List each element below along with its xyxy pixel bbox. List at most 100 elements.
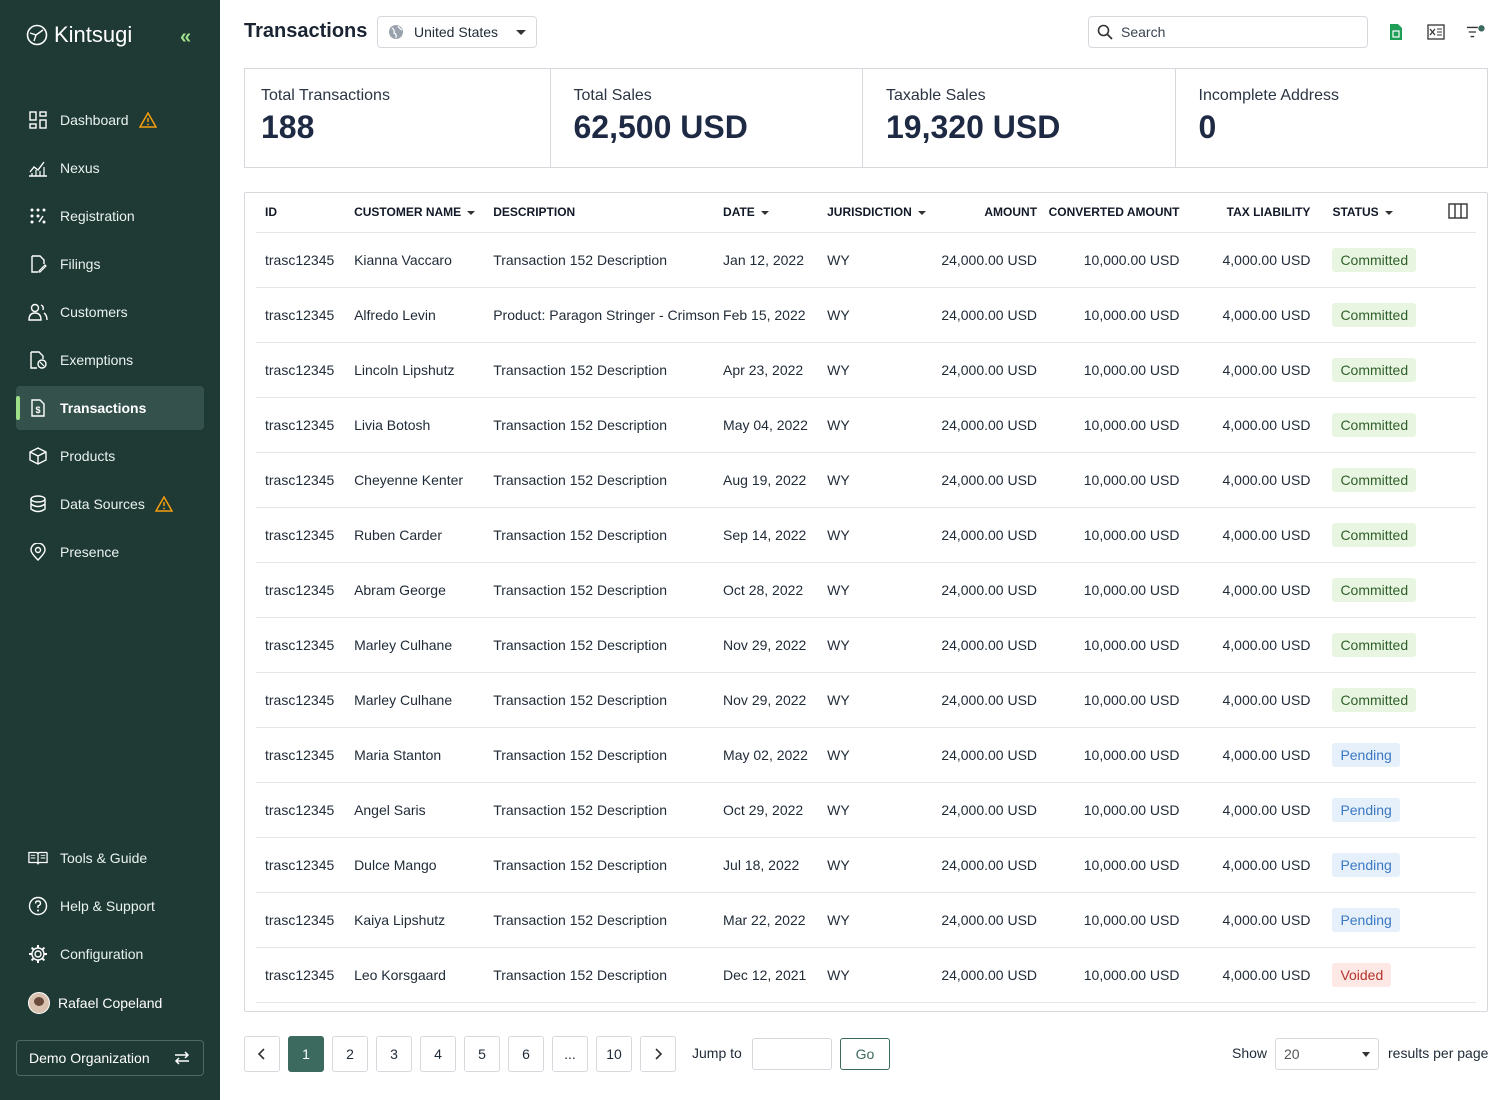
excel-export-icon[interactable] xyxy=(1426,22,1446,42)
brand-logo[interactable]: Kintsugi xyxy=(26,22,132,48)
user-profile[interactable]: Rafael Copeland xyxy=(28,992,162,1014)
cell-id: trasc12345 xyxy=(256,892,355,948)
column-settings[interactable] xyxy=(1427,193,1476,233)
column-header-id: ID xyxy=(256,193,355,233)
stat-label: Taxable Sales xyxy=(886,87,986,104)
column-header-date[interactable]: DATE xyxy=(723,193,828,233)
table-row[interactable]: trasc12345 Dulce Mango Transaction 152 Des… xyxy=(256,837,1476,893)
cell-empty xyxy=(1427,837,1476,893)
per-page-select[interactable]: 20 xyxy=(1275,1038,1379,1070)
table-row[interactable]: trasc12345 Leo Korsgaard Transaction 152 D… xyxy=(256,947,1476,1003)
cell-date: Sep 14, 2022 xyxy=(723,507,828,563)
cell-jurisdiction: WY xyxy=(827,232,926,288)
cell-description: Product: Paragon Stringer - Crimson xyxy=(493,287,724,343)
prev-page-button[interactable] xyxy=(244,1036,280,1072)
table-row[interactable]: trasc12345 Kaiya Lipshutz Transaction 152 … xyxy=(256,892,1476,948)
table-row[interactable]: trasc12345 Cheyenne Kenter Transaction 152… xyxy=(256,452,1476,508)
column-header-converted-amount: CONVERTED AMOUNT xyxy=(1037,193,1180,233)
sidebar-item-label: Products xyxy=(60,448,116,464)
collapse-sidebar-icon[interactable]: « xyxy=(180,26,191,48)
table-row[interactable]: trasc12345 Maria Stanton Transaction 152 D… xyxy=(256,727,1476,783)
cell-customer-name: Angel Saris xyxy=(354,782,494,838)
column-header-jurisdiction[interactable]: JURISDICTION xyxy=(827,193,926,233)
status-badge: Pending xyxy=(1332,907,1400,932)
cell-status: Pending xyxy=(1310,727,1428,783)
sidebar-item-label: Help & Support xyxy=(60,898,155,914)
jump-to-input[interactable] xyxy=(752,1038,832,1070)
sidebar-item-customers[interactable]: Customers xyxy=(16,290,204,334)
columns-icon[interactable] xyxy=(1448,203,1468,219)
column-header-customer[interactable]: CUSTOMER NAME xyxy=(354,193,494,233)
stat-label: Total Transactions xyxy=(261,87,390,104)
next-page-button[interactable] xyxy=(640,1036,676,1072)
globe-icon xyxy=(389,25,403,39)
column-header-description: DESCRIPTION xyxy=(493,193,724,233)
sidebar-item-help-and-support[interactable]: Help & Support xyxy=(16,884,204,928)
cell-converted-amount: 10,000.00 USD xyxy=(1037,782,1180,838)
status-badge: Pending xyxy=(1332,852,1400,877)
page-button[interactable]: 6 xyxy=(508,1036,544,1072)
sidebar-item-filings[interactable]: Filings xyxy=(16,242,204,286)
page-button[interactable]: 2 xyxy=(332,1036,368,1072)
cell-id: trasc12345 xyxy=(256,507,355,563)
table-row[interactable]: trasc12345 Marley Culhane Transaction 152 … xyxy=(256,617,1476,673)
organization-switcher[interactable]: Demo Organization xyxy=(16,1040,204,1076)
sidebar-item-configuration[interactable]: Configuration xyxy=(16,932,204,976)
cell-customer-name: Leo Korsgaard xyxy=(354,947,494,1003)
sidebar-item-dashboard[interactable]: Dashboard xyxy=(16,98,204,142)
country-select[interactable]: United States xyxy=(377,16,537,48)
sidebar-item-products[interactable]: Products xyxy=(16,434,204,478)
page-button[interactable]: 1 xyxy=(288,1036,324,1072)
cell-date: Feb 15, 2022 xyxy=(723,287,828,343)
page-button[interactable]: 5 xyxy=(464,1036,500,1072)
cell-status: Pending xyxy=(1310,892,1428,948)
status-badge: Committed xyxy=(1332,687,1417,712)
table-row[interactable]: trasc12345 Angel Saris Transaction 152 Des… xyxy=(256,782,1476,838)
table-row[interactable]: trasc12345 Livia Botosh Transaction 152 De… xyxy=(256,397,1476,453)
search-input[interactable] xyxy=(1121,24,1351,40)
transactions-icon: $ xyxy=(28,398,48,418)
table-row[interactable]: trasc12345 Abram George Transaction 152 De… xyxy=(256,562,1476,618)
cell-description: Transaction 152 Description xyxy=(493,617,724,673)
cell-amount: 24,000.00 USD xyxy=(925,727,1038,783)
table-row[interactable]: trasc12345 Marley Culhane Transaction 152 … xyxy=(256,672,1476,728)
stat-total-sales: Total Sales 62,500 USD xyxy=(551,69,863,167)
cell-id: trasc12345 xyxy=(256,727,355,783)
cell-jurisdiction: WY xyxy=(827,672,926,728)
sidebar-item-label: Customers xyxy=(60,304,128,320)
sidebar-item-label: Tools & Guide xyxy=(60,850,148,866)
filter-icon[interactable] xyxy=(1466,22,1486,42)
go-button[interactable]: Go xyxy=(840,1038,890,1070)
sidebar-item-transactions[interactable]: $ Transactions xyxy=(16,386,204,430)
table-row[interactable]: trasc12345 Ruben Carder Transaction 152 De… xyxy=(256,507,1476,563)
status-badge: Voided xyxy=(1332,962,1392,987)
cell-converted-amount: 10,000.00 USD xyxy=(1037,617,1180,673)
sidebar-item-registration[interactable]: Registration xyxy=(16,194,204,238)
page-button[interactable]: 3 xyxy=(376,1036,412,1072)
chevron-left-icon xyxy=(257,1048,265,1060)
page-button[interactable]: 10 xyxy=(596,1036,632,1072)
transactions-table-card: ID CUSTOMER NAME DESCRIPTION DATE JURISD… xyxy=(244,192,1488,1012)
sidebar-item-tools-and-guide[interactable]: Tools & Guide xyxy=(16,836,204,880)
column-header-status[interactable]: STATUS xyxy=(1310,193,1428,233)
jump-to-label: Jump to xyxy=(692,1045,742,1061)
sidebar-item-data-sources[interactable]: Data Sources xyxy=(16,482,204,526)
cell-date: Nov 29, 2022 xyxy=(723,672,828,728)
table-row[interactable]: trasc12345 Lincoln Lipshutz Transaction 15… xyxy=(256,342,1476,398)
sidebar-item-exemptions[interactable]: Exemptions xyxy=(16,338,204,382)
cell-description: Transaction 152 Description xyxy=(493,507,724,563)
sidebar-nav: Dashboard Nexus Registration Filings Custome… xyxy=(16,98,204,578)
stat-value: 62,500 USD xyxy=(573,109,748,145)
search-icon xyxy=(1097,24,1113,40)
cell-tax-liability: 4,000.00 USD xyxy=(1179,342,1311,398)
table-row[interactable]: trasc12345 Alfredo Levin Product: Paragon … xyxy=(256,287,1476,343)
cell-tax-liability: 4,000.00 USD xyxy=(1179,727,1311,783)
cell-customer-name: Abram George xyxy=(354,562,494,618)
search-box[interactable] xyxy=(1088,16,1368,48)
sidebar-item-nexus[interactable]: Nexus xyxy=(16,146,204,190)
page-button[interactable]: 4 xyxy=(420,1036,456,1072)
google-sheets-export-icon[interactable] xyxy=(1386,22,1406,42)
cell-date: Apr 23, 2022 xyxy=(723,342,828,398)
sidebar-item-presence[interactable]: Presence xyxy=(16,530,204,574)
table-row[interactable]: trasc12345 Kianna Vaccaro Transaction 152 … xyxy=(256,232,1476,288)
